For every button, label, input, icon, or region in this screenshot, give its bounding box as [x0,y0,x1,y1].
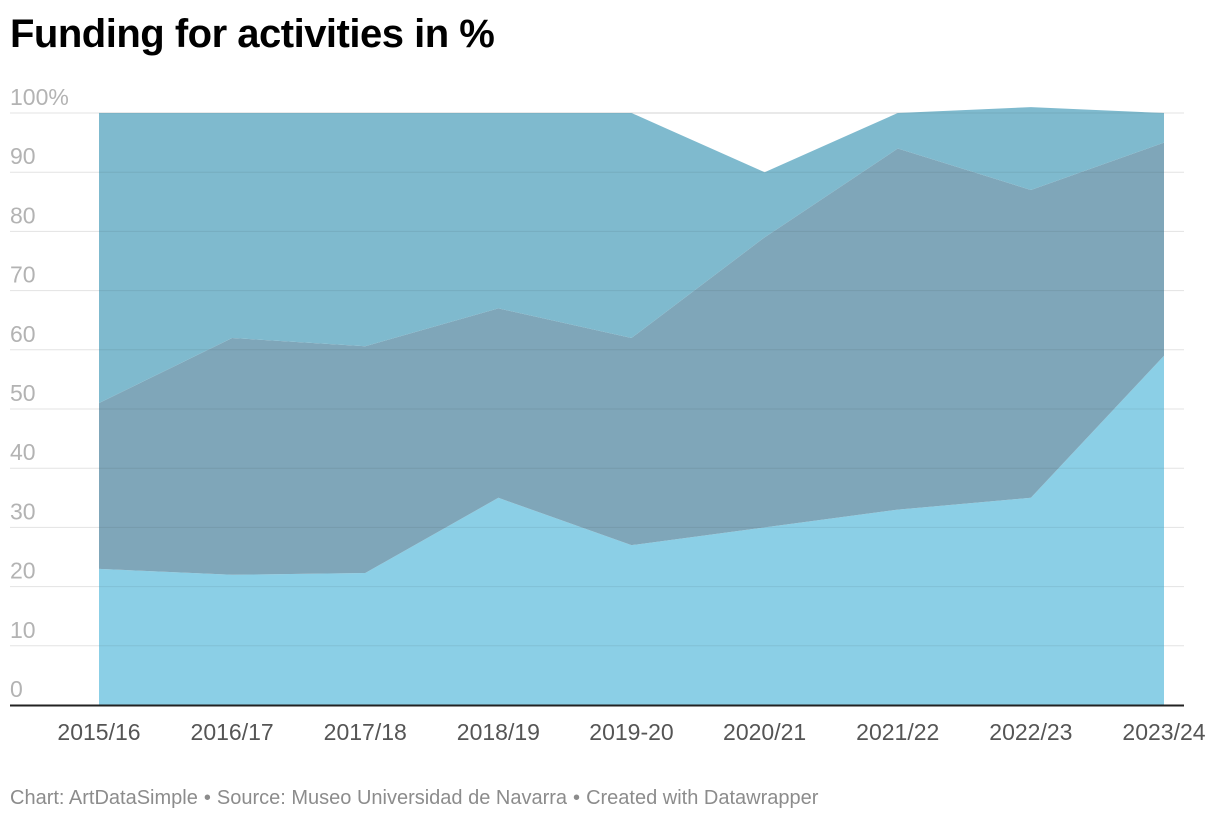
footer-chart-credit: Chart: ArtDataSimple [10,787,198,809]
x-tick-label: 2016/17 [191,719,274,745]
x-tick-label: 2020/21 [723,719,806,745]
y-axis-labels: 0 10 20 30 40 50 60 70 80 90 100% [10,84,69,702]
chart-footer: Chart: ArtDataSimple • Source: Museo Unive… [10,787,818,810]
x-tick-label: 2022/23 [989,719,1072,745]
x-tick-label: 2015/16 [57,719,140,745]
y-tick-label: 20 [10,558,36,584]
footer-separator: • [573,787,581,809]
y-tick-label: 100% [10,84,69,110]
x-tick-label: 2018/19 [457,719,540,745]
x-tick-label: 2021/22 [856,719,939,745]
footer-created-with: Created with Datawrapper [586,787,819,809]
chart-title: Funding for activities in % [10,12,495,56]
area-series-3 [99,107,1164,404]
y-tick-label: 50 [10,380,36,406]
y-tick-label: 30 [10,498,36,524]
stacked-areas [99,107,1164,705]
footer-source: Source: Museo Universidad de Navarra [216,787,568,809]
x-tick-label: 2017/18 [324,719,407,745]
area-series-1 [99,355,1164,705]
y-tick-label: 90 [10,143,36,169]
area-series-2 [99,142,1164,575]
x-tick-label: 2023/24 [1122,719,1205,745]
y-tick-label: 10 [10,617,36,643]
y-tick-label: 40 [10,439,36,465]
y-tick-label: 80 [10,202,36,228]
y-tick-label: 70 [10,262,36,288]
x-axis-labels: 2015/16 2016/17 2017/18 2018/19 2019-20 2020/… [57,719,1205,745]
footer-separator: • [203,787,211,809]
y-tick-label: 0 [10,676,23,702]
y-tick-label: 60 [10,321,36,347]
x-tick-label: 2019-20 [589,719,673,745]
